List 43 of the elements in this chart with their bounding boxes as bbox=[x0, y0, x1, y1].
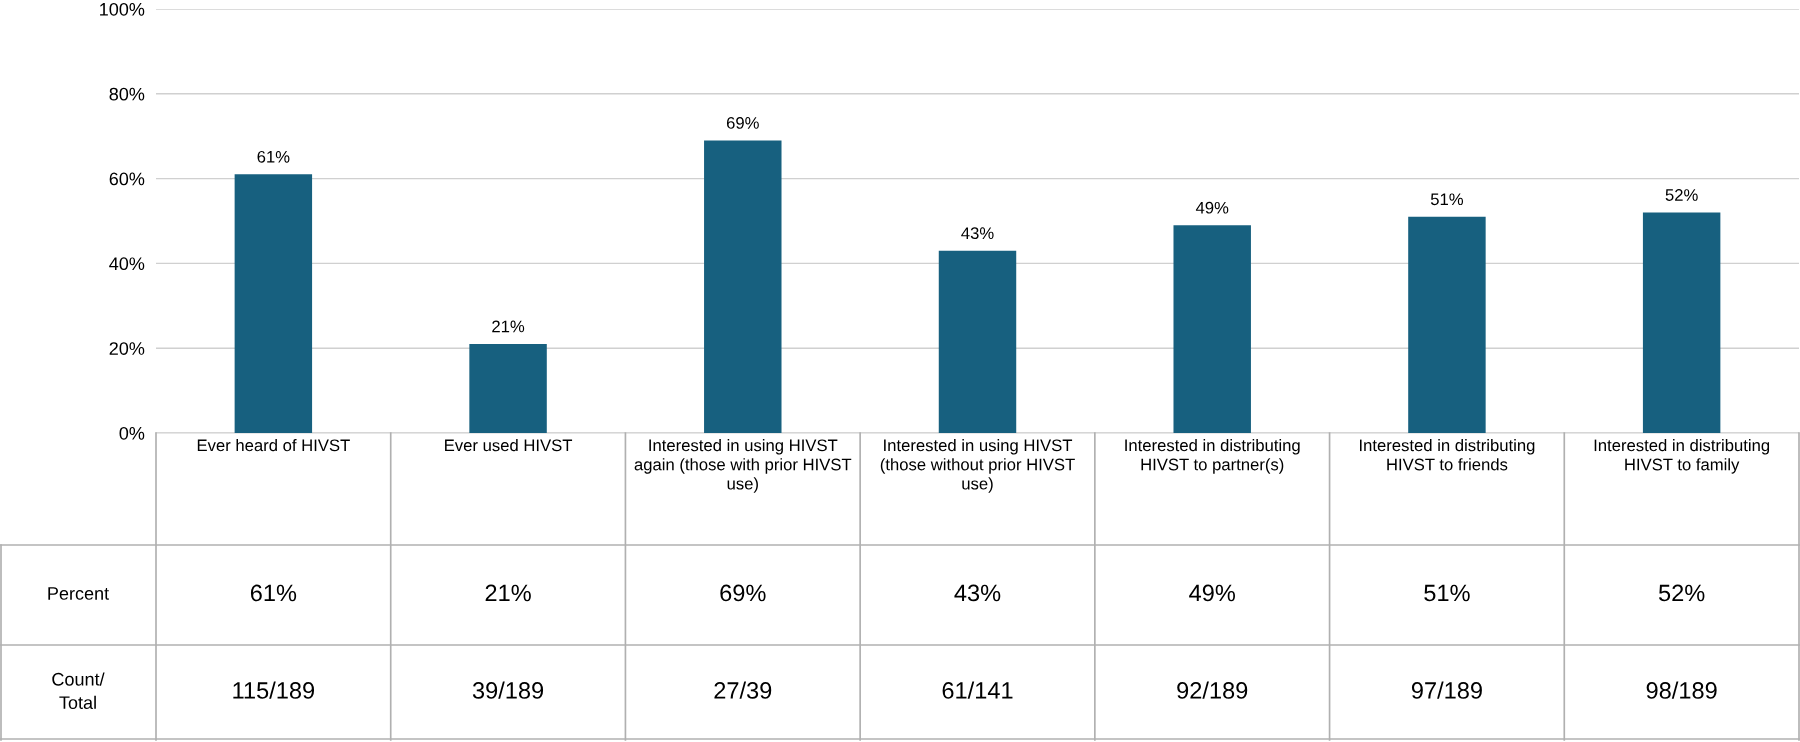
bar bbox=[1173, 225, 1251, 433]
data-label: 61% bbox=[250, 584, 297, 602]
data-label: 43% bbox=[954, 584, 1001, 602]
text: 51% bbox=[1430, 193, 1464, 206]
text: Percent bbox=[48, 587, 109, 600]
text: 43% bbox=[961, 227, 994, 240]
bar bbox=[1642, 212, 1721, 433]
y-tick-label: 40% bbox=[109, 257, 145, 271]
text: 61/141 bbox=[942, 681, 1013, 699]
text: 115/189 bbox=[233, 681, 315, 699]
data-label: 49% bbox=[1189, 584, 1235, 602]
bar bbox=[938, 250, 1017, 433]
x-tick-label: Ever heard of HIVST bbox=[197, 439, 350, 452]
text: 92/189 bbox=[1177, 681, 1248, 699]
bar bbox=[234, 174, 313, 433]
y-tick-label: 0% bbox=[119, 426, 145, 440]
text: 21% bbox=[492, 320, 525, 333]
data-label: 51% bbox=[1424, 584, 1470, 602]
text: Count/ Total bbox=[52, 672, 105, 710]
text: 52% bbox=[1665, 189, 1698, 201]
x-tick-label: Ever used HIVST bbox=[445, 439, 573, 452]
y-tick-label: 20% bbox=[109, 342, 145, 355]
text: 39/189 bbox=[472, 681, 544, 699]
text: 61% bbox=[257, 150, 290, 163]
x-tick-label: Interested in distributing HIVST to family bbox=[1594, 439, 1770, 474]
x-tick-label: Interested in using HIVST (those without prior HIVST use) bbox=[880, 439, 1075, 493]
text: 97/189 bbox=[1411, 681, 1482, 699]
data-label: 21% bbox=[485, 584, 531, 602]
text: 69% bbox=[726, 117, 759, 129]
bar bbox=[1408, 216, 1486, 433]
x-tick-label: Interested in using HIVST again (those with prior HIVST use) bbox=[634, 439, 852, 493]
y-tick-label: 80% bbox=[109, 87, 145, 101]
data-label: 69% bbox=[720, 584, 766, 602]
bar bbox=[704, 140, 782, 433]
y-tick-label: 100% bbox=[100, 2, 145, 16]
data-label: 52% bbox=[1658, 584, 1705, 602]
x-tick-label: Interested in distributing HIVST to friends bbox=[1360, 439, 1535, 471]
text: 98/189 bbox=[1646, 681, 1717, 699]
bar bbox=[469, 343, 547, 433]
y-tick-label: 60% bbox=[109, 172, 145, 186]
x-tick-label: Interested in distributing HIVST to partner(s) bbox=[1125, 439, 1300, 474]
text: 49% bbox=[1195, 201, 1229, 214]
text: 27/39 bbox=[714, 681, 772, 699]
